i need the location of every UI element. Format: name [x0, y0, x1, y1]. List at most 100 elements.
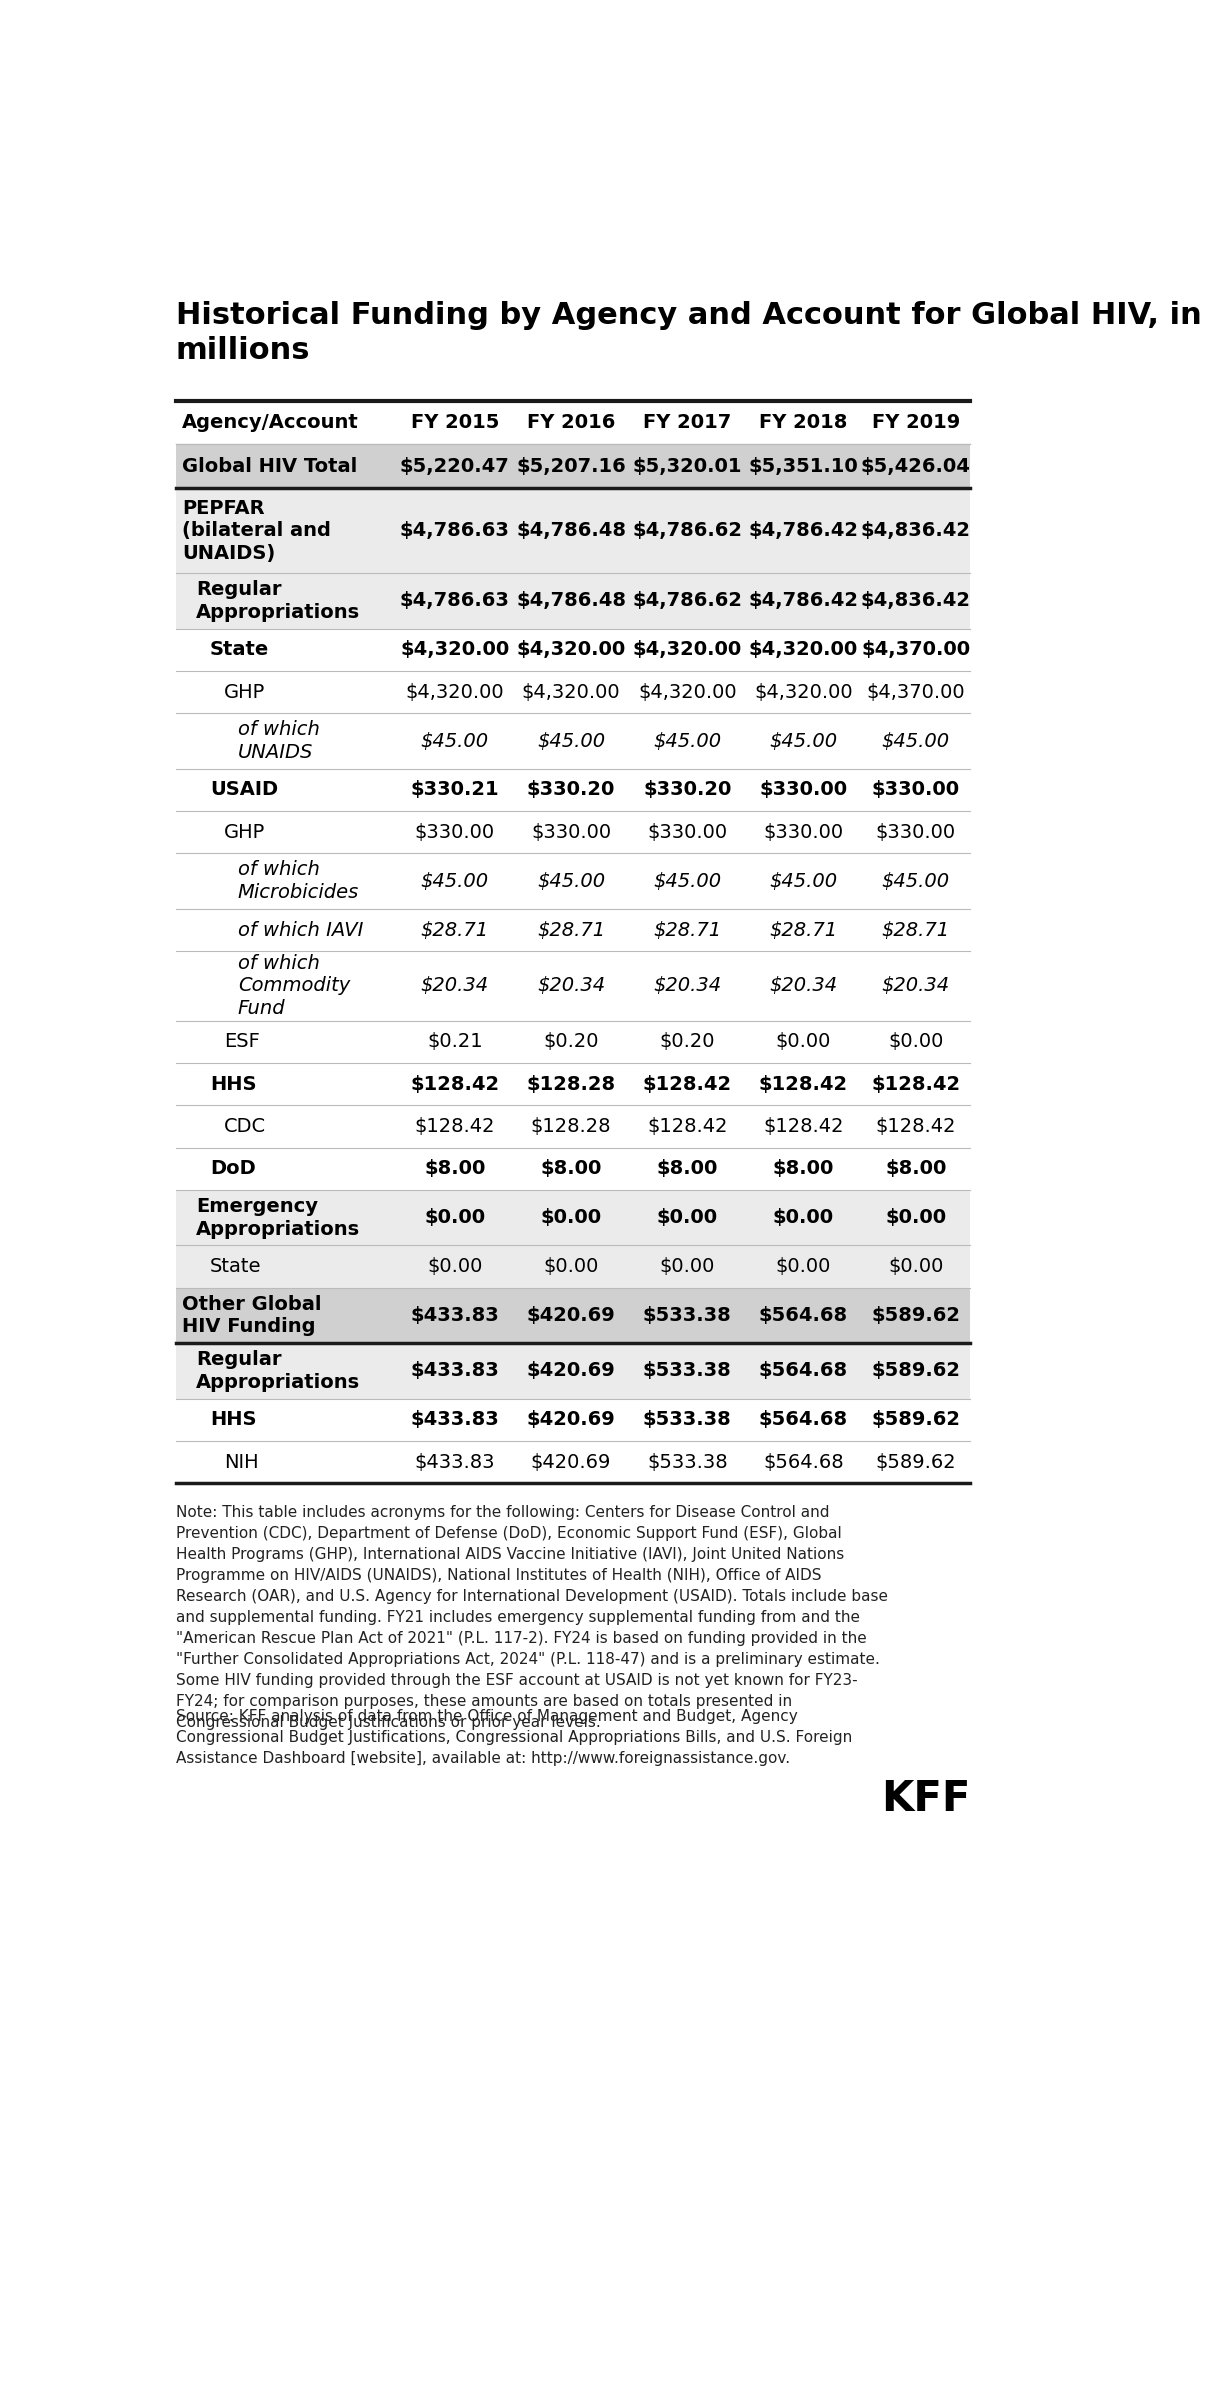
Text: $45.00: $45.00 — [653, 872, 721, 891]
Text: $330.00: $330.00 — [872, 781, 960, 800]
Text: $0.00: $0.00 — [886, 1208, 947, 1227]
Text: CDC: CDC — [223, 1117, 266, 1136]
Bar — [176, 1344, 970, 1399]
Text: of which
Commodity
Fund: of which Commodity Fund — [238, 954, 350, 1018]
Text: $0.00: $0.00 — [776, 1258, 831, 1277]
Text: $533.38: $533.38 — [643, 1361, 732, 1380]
Text: $45.00: $45.00 — [882, 872, 950, 891]
Text: Global HIV Total: Global HIV Total — [182, 458, 357, 477]
Text: $433.83: $433.83 — [410, 1306, 499, 1325]
Text: $4,786.62: $4,786.62 — [632, 592, 742, 611]
Bar — [176, 1105, 970, 1148]
Text: $4,786.42: $4,786.42 — [749, 592, 859, 611]
Text: $0.21: $0.21 — [427, 1033, 483, 1052]
Text: $433.83: $433.83 — [415, 1452, 495, 1471]
Text: Historical Funding by Agency and Account for Global HIV, in
millions: Historical Funding by Agency and Account… — [176, 302, 1202, 364]
Text: $45.00: $45.00 — [537, 872, 605, 891]
Text: Agency/Account: Agency/Account — [182, 412, 359, 431]
Text: $0.20: $0.20 — [660, 1033, 715, 1052]
Bar — [176, 443, 970, 489]
Text: $330.20: $330.20 — [527, 781, 615, 800]
Text: Other Global
HIV Funding: Other Global HIV Funding — [182, 1294, 321, 1337]
Text: $420.69: $420.69 — [531, 1452, 611, 1471]
Text: $330.00: $330.00 — [759, 781, 848, 800]
Text: $4,786.62: $4,786.62 — [632, 522, 742, 541]
Bar — [176, 1191, 970, 1246]
Text: PEPFAR
(bilateral and
UNAIDS): PEPFAR (bilateral and UNAIDS) — [182, 498, 331, 563]
Text: State: State — [210, 1258, 261, 1277]
Text: $4,370.00: $4,370.00 — [861, 640, 970, 659]
Bar — [176, 1148, 970, 1191]
Text: $330.00: $330.00 — [876, 822, 956, 841]
Text: $20.34: $20.34 — [770, 978, 838, 994]
Text: FY 2019: FY 2019 — [872, 412, 960, 431]
Text: $128.42: $128.42 — [871, 1073, 960, 1093]
Text: $5,220.47: $5,220.47 — [400, 458, 510, 477]
Text: $330.00: $330.00 — [764, 822, 843, 841]
Text: $4,320.00: $4,320.00 — [633, 640, 742, 659]
Text: $8.00: $8.00 — [540, 1160, 601, 1179]
Bar — [176, 812, 970, 853]
Text: $28.71: $28.71 — [882, 920, 950, 939]
Text: $8.00: $8.00 — [772, 1160, 834, 1179]
Bar — [176, 403, 970, 443]
Text: $564.68: $564.68 — [759, 1306, 848, 1325]
Bar — [176, 1021, 970, 1064]
Text: $20.34: $20.34 — [537, 978, 605, 994]
Text: $0.00: $0.00 — [660, 1258, 715, 1277]
Bar — [176, 573, 970, 628]
Bar — [176, 1440, 970, 1483]
Text: $0.00: $0.00 — [543, 1258, 599, 1277]
Text: $0.00: $0.00 — [888, 1258, 943, 1277]
Text: $533.38: $533.38 — [647, 1452, 727, 1471]
Text: $330.00: $330.00 — [415, 822, 495, 841]
Text: $4,786.48: $4,786.48 — [516, 522, 626, 541]
Bar — [176, 853, 970, 908]
Text: GHP: GHP — [223, 822, 265, 841]
Text: $28.71: $28.71 — [653, 920, 721, 939]
Text: FY 2016: FY 2016 — [527, 412, 615, 431]
Text: $128.42: $128.42 — [764, 1117, 844, 1136]
Text: of which
Microbicides: of which Microbicides — [238, 860, 359, 901]
Text: $8.00: $8.00 — [425, 1160, 486, 1179]
Text: $4,836.42: $4,836.42 — [861, 592, 971, 611]
Text: $0.00: $0.00 — [776, 1033, 831, 1052]
Text: $45.00: $45.00 — [421, 872, 489, 891]
Text: of which IAVI: of which IAVI — [238, 920, 364, 939]
Bar — [176, 1399, 970, 1440]
Text: $564.68: $564.68 — [764, 1452, 844, 1471]
Text: $128.42: $128.42 — [643, 1073, 732, 1093]
Text: $45.00: $45.00 — [882, 731, 950, 750]
Bar — [176, 908, 970, 951]
Text: $533.38: $533.38 — [643, 1411, 732, 1430]
Text: $0.00: $0.00 — [427, 1258, 482, 1277]
Text: $128.28: $128.28 — [527, 1073, 616, 1093]
Text: $45.00: $45.00 — [537, 731, 605, 750]
Text: $5,351.10: $5,351.10 — [749, 458, 859, 477]
Text: $20.34: $20.34 — [653, 978, 721, 994]
Text: $45.00: $45.00 — [770, 731, 838, 750]
Text: $128.42: $128.42 — [410, 1073, 499, 1093]
Text: $0.00: $0.00 — [656, 1208, 717, 1227]
Bar — [176, 671, 970, 714]
Text: $564.68: $564.68 — [759, 1361, 848, 1380]
Text: $330.20: $330.20 — [643, 781, 732, 800]
Text: GHP: GHP — [223, 683, 265, 702]
Text: HHS: HHS — [210, 1073, 256, 1093]
Text: $28.71: $28.71 — [421, 920, 489, 939]
Text: $420.69: $420.69 — [527, 1411, 615, 1430]
Text: $330.21: $330.21 — [410, 781, 499, 800]
Text: $4,786.48: $4,786.48 — [516, 592, 626, 611]
Text: FY 2017: FY 2017 — [643, 412, 731, 431]
Text: $589.62: $589.62 — [876, 1452, 956, 1471]
Text: $128.42: $128.42 — [415, 1117, 495, 1136]
Text: USAID: USAID — [210, 781, 278, 800]
Text: $128.42: $128.42 — [759, 1073, 848, 1093]
Text: $433.83: $433.83 — [410, 1361, 499, 1380]
Text: of which
UNAIDS: of which UNAIDS — [238, 721, 320, 762]
Text: Regular
Appropriations: Regular Appropriations — [196, 580, 360, 623]
Text: $8.00: $8.00 — [656, 1160, 717, 1179]
Text: $4,320.00: $4,320.00 — [516, 640, 626, 659]
Text: $4,786.63: $4,786.63 — [400, 592, 510, 611]
Text: HHS: HHS — [210, 1411, 256, 1430]
